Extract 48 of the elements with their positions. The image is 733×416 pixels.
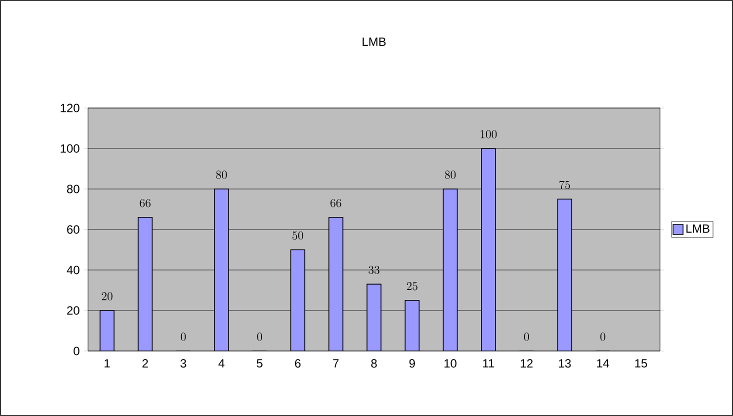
x-tick-label: 6 xyxy=(295,359,301,368)
data-label: 0 xyxy=(180,332,186,341)
bar xyxy=(366,284,382,351)
y-tick-label: 0 xyxy=(74,346,80,356)
y-tick-label: 100 xyxy=(60,144,80,153)
y-tick-label: 20 xyxy=(67,306,80,315)
x-tick-label: 7 xyxy=(333,359,339,368)
x-tick-label: 11 xyxy=(483,359,494,368)
legend-label: LMB xyxy=(686,224,710,233)
bar xyxy=(328,216,344,351)
data-label: 33 xyxy=(368,266,380,274)
data-label: 25 xyxy=(406,282,418,290)
bar xyxy=(442,188,458,351)
data-label: 66 xyxy=(140,199,151,208)
chart-title: LMB xyxy=(362,38,386,46)
x-tick-label: 3 xyxy=(180,359,186,368)
y-tick-label: 80 xyxy=(67,184,80,194)
bar xyxy=(557,198,572,351)
x-tick-label: 5 xyxy=(256,359,262,368)
y-tick-label: 60 xyxy=(67,225,80,234)
data-label: 20 xyxy=(102,292,112,300)
bar xyxy=(290,249,306,351)
x-tick-label: 15 xyxy=(635,359,648,368)
x-tick-label: 10 xyxy=(444,359,456,368)
y-tick-label: 120 xyxy=(60,104,80,112)
x-tick-label: 9 xyxy=(409,359,415,368)
data-label: 50 xyxy=(292,231,304,240)
data-label: 0 xyxy=(524,332,529,341)
data-label: 0 xyxy=(600,332,606,341)
data-label: 80 xyxy=(216,170,227,179)
data-label: 66 xyxy=(330,199,342,208)
x-tick-label: 2 xyxy=(142,359,148,368)
y-tick-label: 40 xyxy=(66,266,80,274)
x-tick-label: 14 xyxy=(597,359,610,368)
bar xyxy=(404,300,420,351)
bar xyxy=(100,310,114,351)
data-label: 75 xyxy=(559,180,570,189)
x-tick-label: 1 xyxy=(104,359,110,368)
x-tick-label: 13 xyxy=(558,359,571,368)
x-tick-label: 4 xyxy=(218,359,224,368)
data-label: 100 xyxy=(480,130,497,138)
bar xyxy=(214,188,229,351)
bar xyxy=(481,148,496,351)
x-tick-label: 12 xyxy=(520,359,533,368)
bar xyxy=(138,216,153,351)
x-tick-label: 8 xyxy=(371,359,377,368)
data-label: 0 xyxy=(257,332,262,341)
data-label: 80 xyxy=(444,170,456,179)
